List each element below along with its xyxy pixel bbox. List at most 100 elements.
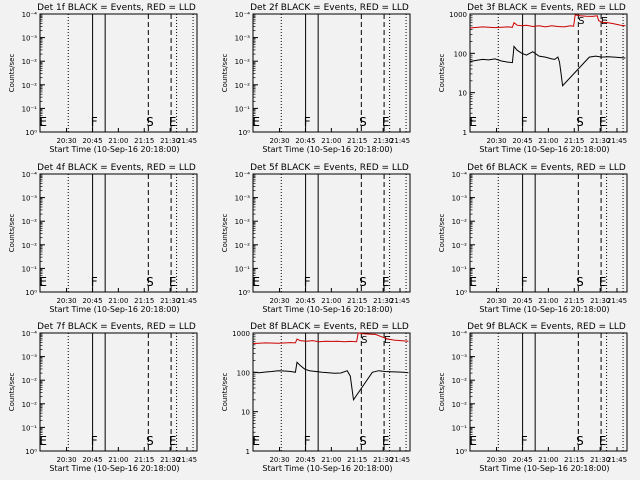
event-marker-s: S — [146, 275, 154, 289]
x-tick-label: 21:00 — [538, 297, 558, 305]
y-tick-label: 10⁻³ — [22, 35, 38, 43]
chart-title: Det 8f BLACK = Events, RED = LLD — [250, 322, 409, 332]
y-tick-label: 10⁻¹ — [235, 265, 251, 273]
chart-title: Det 1f BLACK = Events, RED = LLD — [37, 3, 196, 13]
event-marker-e: E — [599, 275, 607, 289]
event-marker-s: S — [576, 115, 584, 129]
y-tick-label: 10⁰ — [25, 289, 37, 297]
y-axis-label: Counts/sec — [8, 214, 16, 253]
x-tick-label: 20:45 — [295, 297, 315, 305]
x-axis-label: Start Time (10-Sep-16 20:18:00) — [262, 464, 392, 473]
events-series-line — [252, 361, 409, 402]
x-tick-label: 21:30 — [590, 137, 610, 145]
x-tick-label: 20:30 — [56, 297, 76, 305]
x-tick-label: 21:45 — [390, 297, 410, 305]
x-tick-label: 21:45 — [177, 456, 197, 464]
x-tick-label: 20:30 — [486, 137, 506, 145]
x-axis-label: Start Time (10-Sep-16 20:18:00) — [49, 305, 179, 314]
event-marker-top: E — [384, 335, 390, 346]
y-tick-label: 10⁻² — [22, 82, 38, 90]
event-marker-f: F — [304, 275, 311, 289]
y-tick-label: 10⁰ — [238, 129, 250, 137]
event-marker-s: S — [359, 275, 367, 289]
chart-title: Det 5f BLACK = Events, RED = LLD — [250, 163, 409, 173]
y-axis-label: Counts/sec — [8, 373, 16, 412]
event-marker-top: E — [601, 16, 607, 27]
x-tick-label: 21:45 — [607, 297, 627, 305]
y-tick-label: 10⁻³ — [235, 35, 251, 43]
x-tick-label: 21:30 — [373, 456, 393, 464]
y-tick-label: 10⁻¹ — [22, 424, 38, 432]
x-tick-label: 21:15 — [564, 137, 584, 145]
event-marker-s: S — [146, 434, 154, 448]
y-axis-label: Counts/sec — [221, 373, 229, 412]
x-axis-label: Start Time (10-Sep-16 20:18:00) — [49, 464, 179, 473]
x-axis-label: Start Time (10-Sep-16 20:18:00) — [479, 305, 609, 314]
event-marker-e: E — [469, 434, 477, 448]
y-tick-label: 10⁻⁴ — [22, 330, 38, 338]
y-tick-label: 10⁻² — [235, 218, 251, 226]
y-tick-label: 10⁻⁴ — [452, 330, 468, 338]
chart-title: Det 2f BLACK = Events, RED = LLD — [250, 3, 409, 13]
chart-title: Det 3f BLACK = Events, RED = LLD — [467, 3, 626, 13]
event-marker-s: S — [146, 115, 154, 129]
y-tick-label: 10⁻² — [235, 242, 251, 250]
x-tick-label: 20:45 — [82, 137, 102, 145]
y-tick-label: 10⁻³ — [452, 195, 468, 203]
event-marker-e: E — [252, 434, 260, 448]
y-tick-label: 1000 — [232, 330, 250, 338]
y-tick-label: 10⁻³ — [22, 354, 38, 362]
y-tick-label: 100 — [454, 50, 467, 58]
y-tick-label: 10⁻³ — [22, 195, 38, 203]
x-tick-label: 21:30 — [373, 137, 393, 145]
y-tick-label: 10⁻² — [452, 242, 468, 250]
x-tick-label: 20:30 — [486, 456, 506, 464]
event-marker-e: E — [382, 115, 390, 129]
x-axis-label: Start Time (10-Sep-16 20:18:00) — [479, 145, 609, 154]
event-marker-e: E — [469, 275, 477, 289]
y-tick-label: 10⁻⁴ — [22, 11, 38, 19]
event-marker-f: F — [521, 115, 528, 129]
y-tick-label: 1000 — [449, 11, 467, 19]
y-tick-label: 10 — [241, 409, 250, 417]
event-marker-f: F — [304, 115, 311, 129]
y-axis-label: Counts/sec — [438, 54, 446, 93]
y-tick-label: 10⁻² — [452, 401, 468, 409]
y-tick-label: 10⁻³ — [452, 354, 468, 362]
x-tick-label: 21:15 — [347, 137, 367, 145]
y-tick-label: 1 — [246, 448, 250, 456]
event-marker-f: F — [521, 434, 528, 448]
x-tick-label: 20:30 — [269, 137, 289, 145]
x-tick-label: 20:45 — [82, 297, 102, 305]
y-tick-label: 10⁻¹ — [452, 265, 468, 273]
x-axis-label: Start Time (10-Sep-16 20:18:00) — [49, 145, 179, 154]
x-tick-label: 20:30 — [269, 297, 289, 305]
x-tick-label: 21:15 — [347, 456, 367, 464]
event-marker-e: E — [169, 275, 177, 289]
y-tick-label: 10⁻² — [22, 58, 38, 66]
y-tick-label: 10⁻¹ — [22, 105, 38, 113]
x-tick-label: 21:45 — [177, 137, 197, 145]
event-marker-e: E — [469, 115, 477, 129]
y-tick-label: 10⁻² — [235, 58, 251, 66]
x-tick-label: 21:45 — [607, 456, 627, 464]
x-tick-label: 21:30 — [160, 137, 180, 145]
event-marker-e: E — [382, 275, 390, 289]
y-tick-label: 10⁻¹ — [235, 105, 251, 113]
x-tick-label: 21:15 — [134, 137, 154, 145]
x-axis-label: Start Time (10-Sep-16 20:18:00) — [262, 305, 392, 314]
y-tick-label: 10⁻² — [22, 242, 38, 250]
y-tick-label: 10⁻⁴ — [452, 171, 468, 179]
y-tick-label: 1 — [463, 129, 467, 137]
lld-series-line — [469, 14, 626, 29]
x-tick-label: 21:15 — [564, 456, 584, 464]
y-tick-label: 10⁰ — [455, 448, 467, 456]
x-tick-label: 21:30 — [160, 456, 180, 464]
x-tick-label: 21:30 — [590, 456, 610, 464]
y-tick-label: 10⁻² — [452, 377, 468, 385]
y-tick-label: 10⁻¹ — [22, 265, 38, 273]
x-tick-label: 21:00 — [538, 456, 558, 464]
x-tick-label: 21:00 — [108, 456, 128, 464]
y-tick-label: 10⁻² — [22, 377, 38, 385]
